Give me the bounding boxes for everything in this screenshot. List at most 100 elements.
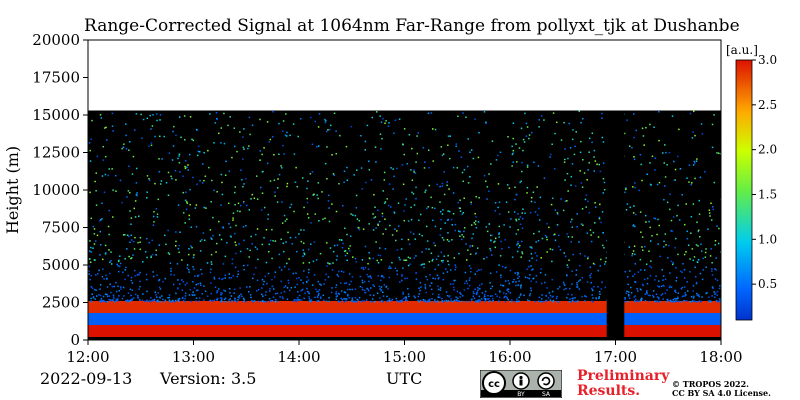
signal-speck xyxy=(367,160,370,163)
signal-speck xyxy=(132,155,135,158)
signal-speck xyxy=(442,272,445,275)
signal-speck xyxy=(209,229,212,231)
footer-version: Version: 3.5 xyxy=(160,369,257,388)
signal-speck xyxy=(345,300,348,302)
signal-speck xyxy=(427,149,430,151)
signal-speck xyxy=(646,291,648,294)
signal-speck xyxy=(268,243,271,246)
signal-speck xyxy=(416,135,418,137)
signal-speck xyxy=(579,151,582,154)
signal-speck xyxy=(431,298,433,300)
signal-speck xyxy=(104,293,107,295)
signal-speck xyxy=(471,298,473,301)
signal-speck xyxy=(644,269,646,271)
signal-speck xyxy=(229,116,231,118)
signal-speck xyxy=(452,166,455,169)
signal-speck xyxy=(450,218,453,221)
signal-speck xyxy=(104,244,107,247)
signal-speck xyxy=(528,277,531,280)
signal-speck xyxy=(690,232,692,234)
signal-speck xyxy=(111,125,114,127)
signal-speck xyxy=(380,121,383,123)
signal-speck xyxy=(626,276,629,278)
signal-speck xyxy=(286,131,288,134)
signal-speck xyxy=(660,294,663,296)
signal-speck xyxy=(394,267,397,269)
signal-speck xyxy=(522,138,525,141)
signal-speck xyxy=(326,146,328,148)
signal-speck xyxy=(435,258,438,261)
signal-speck xyxy=(269,288,271,290)
signal-speck xyxy=(644,293,647,295)
signal-speck xyxy=(398,256,400,259)
signal-speck xyxy=(167,194,170,197)
signal-speck xyxy=(99,254,101,256)
signal-speck xyxy=(562,281,565,284)
signal-speck xyxy=(432,219,434,222)
signal-speck xyxy=(245,300,247,303)
signal-speck xyxy=(164,277,167,280)
signal-speck xyxy=(92,247,94,249)
signal-speck xyxy=(169,262,172,265)
signal-speck xyxy=(365,181,367,184)
signal-speck xyxy=(361,259,364,261)
signal-speck xyxy=(318,113,321,115)
signal-speck xyxy=(115,281,117,284)
signal-speck xyxy=(675,298,677,300)
signal-speck xyxy=(546,222,548,225)
signal-speck xyxy=(110,259,112,262)
signal-speck xyxy=(387,125,390,127)
signal-speck xyxy=(672,298,675,301)
signal-speck xyxy=(404,296,407,299)
signal-speck xyxy=(629,270,631,272)
signal-speck xyxy=(542,300,544,303)
signal-speck xyxy=(241,178,243,181)
signal-speck xyxy=(389,224,391,227)
signal-speck xyxy=(567,157,569,160)
signal-speck xyxy=(327,262,329,264)
signal-speck xyxy=(650,184,652,186)
signal-speck xyxy=(242,136,244,138)
signal-speck xyxy=(306,197,308,200)
signal-speck xyxy=(534,211,537,213)
signal-speck xyxy=(449,283,452,285)
signal-speck xyxy=(590,240,593,243)
signal-speck xyxy=(506,288,509,290)
signal-speck xyxy=(272,296,275,298)
signal-speck xyxy=(550,153,552,156)
signal-speck xyxy=(112,189,114,191)
signal-speck xyxy=(288,289,291,292)
signal-speck xyxy=(663,198,665,201)
signal-speck xyxy=(240,293,242,295)
signal-speck xyxy=(337,300,340,302)
signal-speck xyxy=(586,232,589,235)
signal-speck xyxy=(523,294,525,297)
signal-speck xyxy=(318,289,321,291)
signal-speck xyxy=(379,115,381,117)
signal-speck xyxy=(105,252,107,254)
signal-speck xyxy=(210,282,212,284)
signal-speck xyxy=(591,132,594,135)
signal-speck xyxy=(201,273,203,275)
signal-speck xyxy=(586,281,589,283)
signal-speck xyxy=(537,165,540,167)
signal-speck xyxy=(315,259,318,261)
signal-speck xyxy=(324,118,326,121)
signal-speck xyxy=(644,299,647,302)
signal-speck xyxy=(551,260,553,263)
signal-speck xyxy=(694,275,697,278)
signal-speck xyxy=(335,130,337,132)
signal-speck xyxy=(589,266,592,268)
signal-speck xyxy=(93,233,96,235)
signal-speck xyxy=(129,191,131,194)
signal-speck xyxy=(641,246,643,248)
signal-speck xyxy=(364,266,367,269)
signal-speck xyxy=(184,297,186,300)
signal-speck xyxy=(648,220,650,223)
signal-speck xyxy=(209,300,211,302)
signal-speck xyxy=(243,148,245,150)
signal-speck xyxy=(646,277,649,280)
signal-speck xyxy=(511,153,514,156)
signal-speck xyxy=(105,126,107,129)
signal-speck xyxy=(127,274,129,277)
